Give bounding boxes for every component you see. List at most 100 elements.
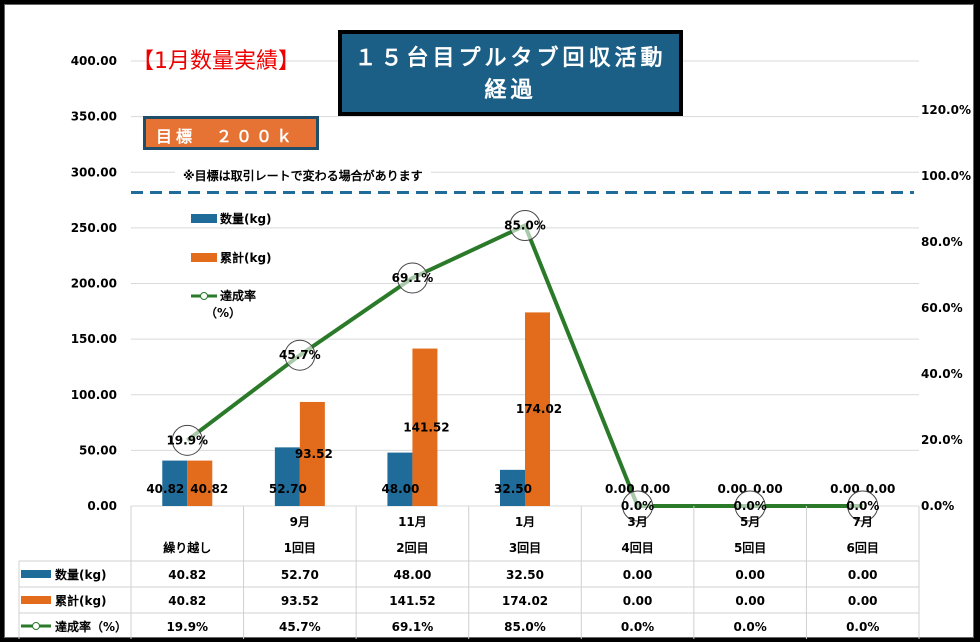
rate-marker [284,339,316,371]
cumulative-data-label: 141.52 [403,420,449,434]
table-cell: 0.00 [848,568,878,582]
rate-marker [396,262,428,294]
y2-tick-label: 120.0% [921,103,971,117]
rate-data-label: 85.0% [504,219,546,233]
y-tick-label: 200.00 [71,277,117,291]
rate-marker [622,490,654,522]
y-tick-label: 400.00 [71,54,117,68]
table-cell: 40.82 [168,594,206,608]
quantity-data-label: 48.00 [381,482,419,496]
table-month: 11月 [398,515,427,529]
bar-quantity [274,447,300,506]
legend-quantity: 数量(kg) [220,211,272,226]
y2-tick-label: 100.0% [921,169,971,183]
y-tick-label: 50.00 [79,443,117,457]
table-category: 4回目 [621,541,653,555]
table-row-label: 数量(kg) [55,567,107,582]
y-tick-label: 150.00 [71,332,117,346]
table-cell: 19.9% [166,620,208,634]
table-row-label: 累計(kg) [55,593,107,608]
bar-quantity [500,469,525,506]
y-tick-label: 300.00 [71,165,117,179]
table-legend-marker [32,622,40,630]
y-tick-label: 100.00 [71,388,117,402]
table-cell: 48.00 [393,568,431,582]
rate-data-label: 0.0% [621,499,654,513]
rate-data-label: 0.0% [846,499,879,513]
cumulative-data-label: 40.82 [190,482,228,496]
table-cell: 40.82 [168,568,206,582]
table-cell: 0.00 [735,568,765,582]
y2-tick-label: 20.0% [921,433,963,447]
rate-marker [734,490,766,522]
bar-quantity [162,460,188,506]
chart-frame: 0.00 50.00 100.00 150.00 200.00 250.00 300.00 3… [4,4,974,639]
table-month: 1月 [515,515,535,529]
table-month: 9月 [290,515,310,529]
table-category: 3回目 [509,541,541,555]
subtitle: 【1月数量実績】 [132,49,300,74]
y2-tick-label: 0.0% [921,499,954,513]
table-cell: 45.7% [279,620,321,634]
legend-quantity-swatch [191,214,217,223]
table-category: 6回目 [847,541,879,555]
y-tick-label: 350.00 [71,110,117,124]
legend-rate-marker [200,292,208,300]
goal-label: 目標 ２００ｋｇ [143,116,319,170]
table-month: 7月 [853,515,873,529]
rate-data-label: 0.0% [734,499,767,513]
table-month: 5月 [740,515,760,529]
legend-rate: 達成率 [220,288,256,303]
cumulative-data-label: 0.00 [641,482,671,496]
quantity-data-label: 40.82 [146,482,184,496]
quantity-data-label: 0.00 [830,482,860,496]
chart-title: １５台目プルタブ回収活動経過 （2024年9月～2025年7月） [338,30,683,140]
rate-marker [171,424,203,456]
combo-chart: 0.00 50.00 100.00 150.00 200.00 250.00 300.00 3… [18,54,971,639]
table-cell: 0.0% [621,620,654,634]
quantity-data-label: 32.50 [494,482,532,496]
rate-data-label: 45.7% [279,348,321,362]
table-cell: 0.00 [848,594,878,608]
legend-cumulative: 累計(kg) [220,250,272,265]
table-cell: 69.1% [392,620,434,634]
note: ※目標は取引レートで変わる場合があります [175,167,431,184]
cumulative-data-label: 0.00 [753,482,783,496]
quantity-data-label: 52.70 [269,482,307,496]
quantity-data-label: 0.00 [605,482,635,496]
y2-tick-label: 60.0% [921,301,963,315]
table-cell: 0.00 [623,594,653,608]
quantity-data-label: 0.00 [718,482,748,496]
bar-cumulative [412,348,438,506]
table-month: 3月 [627,515,647,529]
table-cell: 174.02 [502,594,548,608]
legend-rate-unit: （%） [205,305,241,320]
table-cell: 141.52 [389,594,435,608]
table-cell: 52.70 [281,568,319,582]
y2-tick-label: 40.0% [921,367,963,381]
table-cell: 93.52 [281,594,319,608]
y-tick-label: 250.00 [71,221,117,235]
y-tick-label: 0.00 [87,499,117,513]
table-category: 繰り越し [163,540,211,555]
table-category: 1回目 [284,541,316,555]
table-cell: 0.0% [846,620,879,634]
table-cell: 85.0% [504,620,546,634]
rate-marker [847,490,879,522]
table-legend-swatch [21,596,51,604]
title-line1: １５台目プルタブ回収活動経過 [354,46,667,103]
bar-cumulative [299,401,325,506]
cumulative-data-label: 0.00 [866,482,896,496]
rate-data-label: 19.9% [166,433,208,447]
cumulative-data-label: 93.52 [295,447,333,461]
table-legend-swatch [21,570,51,578]
y2-tick-label: 80.0% [921,235,963,249]
table-category: 2回目 [396,541,428,555]
bar-cumulative [187,460,213,506]
cumulative-data-label: 174.02 [516,402,562,416]
table-cell: 0.0% [734,620,767,634]
rate-data-label: 69.1% [392,271,434,285]
rate-marker [509,210,541,241]
bar-cumulative [525,312,550,506]
table-cell: 0.00 [735,594,765,608]
